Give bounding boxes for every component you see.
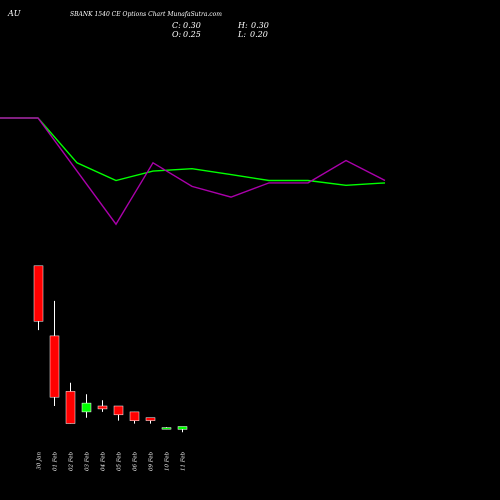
candle-body-down	[113, 405, 124, 416]
candle-body-down	[97, 405, 108, 410]
x-tick-label: 10 Feb	[165, 452, 171, 472]
candle-body-down	[33, 265, 44, 322]
high-label: H:	[237, 21, 248, 30]
low-value: 0.20	[250, 30, 268, 39]
candle-body-down	[65, 391, 76, 424]
chart-title: SBANK 1540 CE Options Chart MunafaSutra.…	[70, 11, 222, 18]
open-value: 0.25	[183, 30, 201, 39]
candle-body-down	[49, 335, 60, 398]
x-tick-label: 11 Feb	[181, 452, 187, 472]
purple-line-series	[0, 117, 386, 226]
low-label: L:	[237, 30, 246, 39]
x-tick-label: 01 Feb	[53, 452, 59, 472]
close-label: C:	[172, 21, 181, 30]
x-axis-tick-labels: 30 Jan 01 Feb 02 Feb 03 Feb 04 Feb 05 Feb 06 F…	[37, 452, 187, 472]
moving-average-lines	[0, 117, 386, 226]
candlestick-series	[33, 265, 188, 433]
candle-body-down	[145, 417, 156, 421]
x-tick-label: 03 Feb	[85, 452, 91, 472]
ticker-code: AU	[7, 9, 21, 18]
candle-body-up	[177, 426, 188, 430]
open-label: O:	[172, 30, 182, 39]
x-tick-label: 30 Jan	[37, 452, 43, 470]
x-tick-label: 06 Feb	[133, 452, 139, 472]
candle-body-up	[81, 402, 92, 413]
x-tick-label: 09 Feb	[149, 452, 155, 472]
candle-body-down	[129, 411, 140, 421]
candle-body-up	[161, 427, 172, 430]
green-line-series	[0, 117, 386, 187]
high-value: 0.30	[251, 21, 269, 30]
x-tick-label: 02 Feb	[69, 452, 75, 472]
x-tick-label: 04 Feb	[101, 452, 107, 472]
close-value: 0.30	[183, 21, 201, 30]
x-tick-label: 05 Feb	[117, 452, 123, 472]
